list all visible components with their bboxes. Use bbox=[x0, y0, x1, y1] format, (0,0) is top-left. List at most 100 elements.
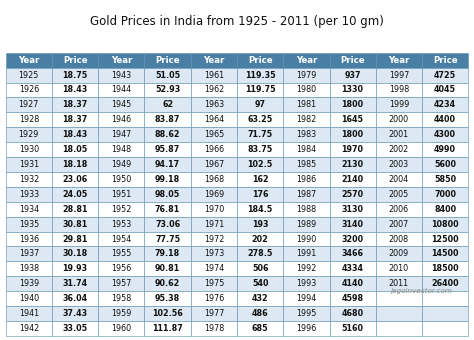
Text: 4400: 4400 bbox=[434, 115, 456, 124]
Bar bbox=[283, 306, 329, 321]
Text: 1989: 1989 bbox=[296, 220, 317, 228]
Text: 83.75: 83.75 bbox=[247, 145, 273, 154]
Text: 1950: 1950 bbox=[111, 175, 131, 184]
Text: 1957: 1957 bbox=[111, 279, 131, 288]
Bar bbox=[237, 53, 283, 68]
Text: 2001: 2001 bbox=[389, 130, 409, 139]
Bar bbox=[376, 202, 422, 217]
Bar bbox=[98, 187, 145, 202]
Text: 95.38: 95.38 bbox=[155, 294, 180, 303]
Text: 36.04: 36.04 bbox=[63, 294, 88, 303]
Text: 97: 97 bbox=[255, 100, 265, 109]
Text: 2570: 2570 bbox=[342, 190, 364, 199]
Bar bbox=[191, 321, 237, 336]
Text: 4140: 4140 bbox=[342, 279, 364, 288]
Text: 937: 937 bbox=[345, 71, 361, 80]
Bar bbox=[422, 83, 468, 98]
Bar bbox=[52, 246, 98, 261]
Text: 7000: 7000 bbox=[434, 190, 456, 199]
Text: 1962: 1962 bbox=[204, 85, 224, 95]
Text: 3200: 3200 bbox=[342, 235, 364, 243]
Bar bbox=[6, 112, 52, 127]
Bar bbox=[6, 187, 52, 202]
Bar bbox=[329, 306, 376, 321]
Bar bbox=[237, 98, 283, 112]
Bar bbox=[237, 217, 283, 232]
Text: 111.87: 111.87 bbox=[152, 324, 183, 333]
Bar bbox=[191, 98, 237, 112]
Text: 37.43: 37.43 bbox=[63, 309, 88, 318]
Text: 1330: 1330 bbox=[342, 85, 364, 95]
Bar bbox=[191, 157, 237, 172]
Text: 1925: 1925 bbox=[18, 71, 39, 80]
Bar bbox=[98, 172, 145, 187]
Text: 1959: 1959 bbox=[111, 309, 131, 318]
Bar bbox=[191, 127, 237, 142]
Text: 1995: 1995 bbox=[296, 309, 317, 318]
Bar bbox=[52, 53, 98, 68]
Text: 52.93: 52.93 bbox=[155, 85, 180, 95]
Text: 162: 162 bbox=[252, 175, 268, 184]
Text: 1929: 1929 bbox=[18, 130, 39, 139]
Text: 176: 176 bbox=[252, 190, 268, 199]
Text: 486: 486 bbox=[252, 309, 268, 318]
Text: 1930: 1930 bbox=[19, 145, 39, 154]
Text: 90.81: 90.81 bbox=[155, 264, 180, 273]
Text: 19.93: 19.93 bbox=[63, 264, 88, 273]
Text: 1993: 1993 bbox=[296, 279, 317, 288]
Bar bbox=[145, 172, 191, 187]
Text: 71.75: 71.75 bbox=[247, 130, 273, 139]
Text: 1934: 1934 bbox=[19, 205, 39, 214]
Bar bbox=[422, 321, 468, 336]
Text: 24.05: 24.05 bbox=[63, 190, 88, 199]
Text: 102.5: 102.5 bbox=[247, 160, 273, 169]
Bar bbox=[422, 232, 468, 246]
Text: 1983: 1983 bbox=[296, 130, 317, 139]
Text: 102.56: 102.56 bbox=[152, 309, 183, 318]
Bar bbox=[145, 53, 191, 68]
Text: 18.37: 18.37 bbox=[63, 115, 88, 124]
Bar bbox=[6, 53, 52, 68]
Text: 2009: 2009 bbox=[389, 250, 409, 258]
Text: Price: Price bbox=[340, 56, 365, 65]
Bar bbox=[237, 306, 283, 321]
Text: 18.18: 18.18 bbox=[63, 160, 88, 169]
Bar bbox=[191, 291, 237, 306]
Bar bbox=[6, 142, 52, 157]
Bar bbox=[376, 261, 422, 276]
Text: 1645: 1645 bbox=[342, 115, 364, 124]
Text: 1968: 1968 bbox=[204, 175, 224, 184]
Text: 2011: 2011 bbox=[389, 279, 409, 288]
Bar bbox=[145, 83, 191, 98]
Bar bbox=[329, 157, 376, 172]
Text: 1998: 1998 bbox=[389, 85, 409, 95]
Text: 1966: 1966 bbox=[204, 145, 224, 154]
Bar bbox=[376, 142, 422, 157]
Text: 18.37: 18.37 bbox=[63, 100, 88, 109]
Bar bbox=[191, 202, 237, 217]
Text: 1973: 1973 bbox=[204, 250, 224, 258]
Text: 1994: 1994 bbox=[296, 294, 317, 303]
Bar bbox=[191, 112, 237, 127]
Bar bbox=[6, 306, 52, 321]
Bar bbox=[191, 187, 237, 202]
Text: 1931: 1931 bbox=[19, 160, 39, 169]
Bar bbox=[191, 276, 237, 291]
Bar bbox=[376, 291, 422, 306]
Text: 2005: 2005 bbox=[389, 190, 409, 199]
Bar bbox=[145, 112, 191, 127]
Bar bbox=[237, 83, 283, 98]
Bar bbox=[283, 98, 329, 112]
Text: 1952: 1952 bbox=[111, 205, 131, 214]
Bar bbox=[52, 142, 98, 157]
Bar bbox=[422, 202, 468, 217]
Text: 2130: 2130 bbox=[342, 160, 364, 169]
Text: 1990: 1990 bbox=[296, 235, 317, 243]
Text: 119.35: 119.35 bbox=[245, 71, 275, 80]
Bar bbox=[376, 172, 422, 187]
Bar bbox=[98, 142, 145, 157]
Bar bbox=[376, 83, 422, 98]
Bar bbox=[237, 246, 283, 261]
Text: 184.5: 184.5 bbox=[247, 205, 273, 214]
Text: 1965: 1965 bbox=[204, 130, 224, 139]
